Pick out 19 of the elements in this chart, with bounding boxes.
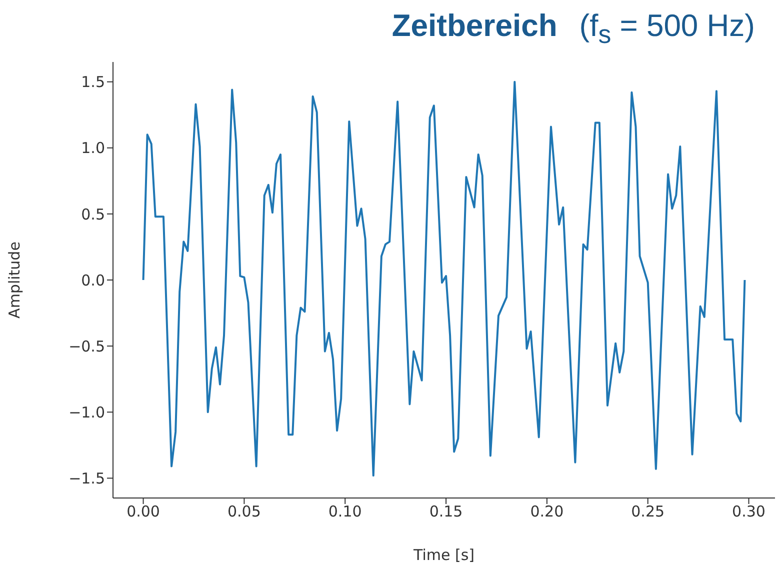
x-tick-label: 0.00 — [126, 502, 160, 521]
x-tick-label: 0.15 — [429, 502, 463, 521]
y-tick-label: 0.5 — [81, 205, 105, 224]
y-tick-label: −1.0 — [68, 403, 105, 422]
x-tick-label: 0.05 — [227, 502, 261, 521]
x-axis-title: Time [s] — [412, 546, 474, 564]
x-tick-label: 0.20 — [530, 502, 564, 521]
chart-title: Zeitbereich — [392, 8, 558, 43]
y-tick-label: −1.5 — [68, 470, 105, 488]
y-tick-label: −0.5 — [68, 337, 105, 356]
chart-subtitle: (f$_{s}$ = 500 Hz) — [579, 8, 755, 50]
line-series — [142, 80, 746, 477]
x-tick-label: 0.25 — [631, 502, 665, 521]
x-tick-label: 0.10 — [328, 502, 362, 521]
y-tick-label: 1.5 — [81, 73, 105, 92]
x-tick-label: 0.30 — [732, 502, 766, 521]
y-axis-title: Amplitude — [5, 242, 24, 318]
y-tick-label: 0.0 — [81, 271, 105, 290]
y-tick-label: 1.0 — [81, 139, 105, 158]
